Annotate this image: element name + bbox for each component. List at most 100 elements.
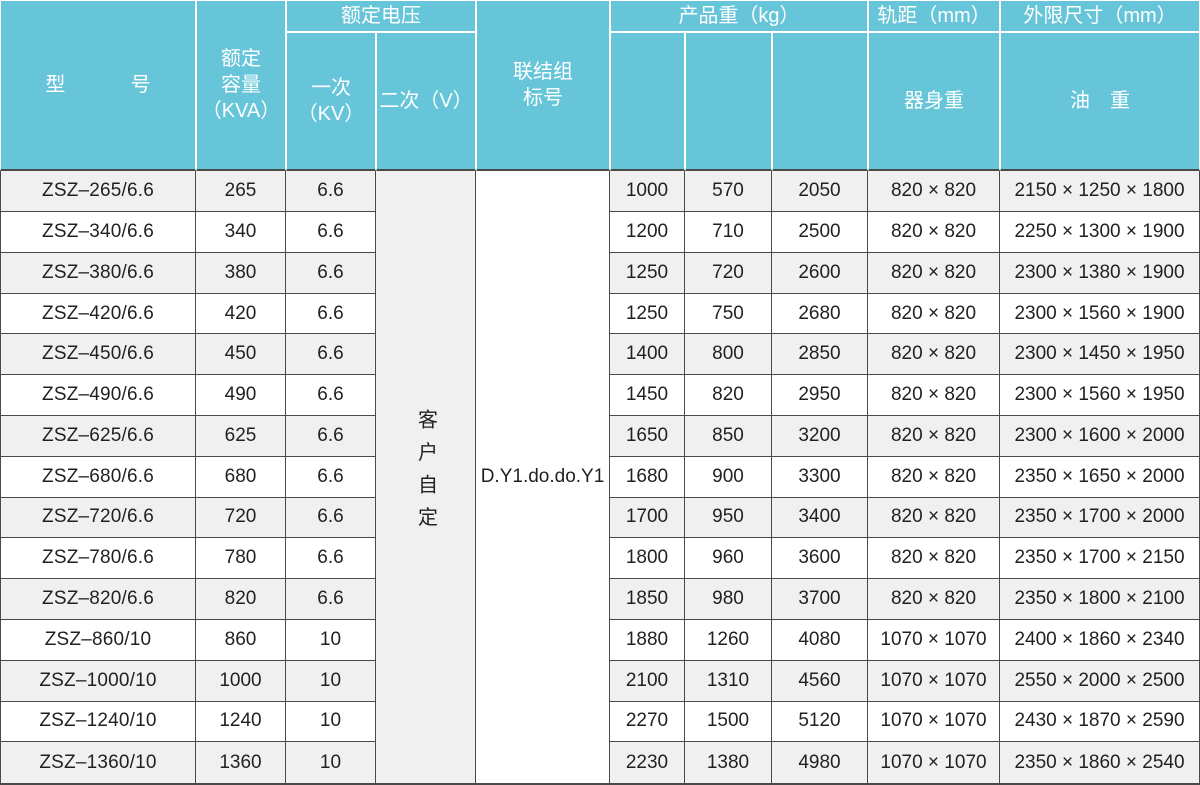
cell-model: ZSZ–490/6.6: [0, 375, 196, 417]
cell-model: ZSZ–340/6.6: [0, 212, 196, 253]
cell-body-weight: 2100: [610, 660, 685, 702]
cell-body-weight: 1850: [610, 579, 685, 620]
cell-gauge: 820 × 820: [868, 456, 1000, 498]
cell-total-weight: 2850: [772, 334, 868, 376]
cell-oil-weight: 570: [685, 171, 772, 213]
cell-connection-group-merged: D.Y1.do.do.Y1: [476, 171, 610, 785]
cell-total-weight: 2600: [772, 252, 868, 294]
cell-capacity: 265: [196, 171, 286, 213]
cell-gauge: 820 × 820: [868, 375, 1000, 417]
col-header-weight-spacer-2: [685, 32, 772, 172]
cell-dimensions: 2300 × 1450 × 1950: [1000, 334, 1200, 376]
cell-total-weight: 2680: [772, 293, 868, 335]
table-row: ZSZ–420/6.6 420 6.6 1250 750 2680 820 × 820 230…: [0, 293, 1200, 335]
cell-gauge: 820 × 820: [868, 416, 1000, 457]
table-row: ZSZ–780/6.6 780 6.6 1800 960 3600 820 × 820 235…: [0, 538, 1200, 580]
cell-dimensions: 2400 × 1860 × 2340: [1000, 619, 1200, 661]
cell-dimensions: 2430 × 1870 × 2590: [1000, 701, 1200, 743]
col-header-primary-voltage-line1: 一次: [311, 76, 351, 99]
cell-oil-weight: 850: [685, 416, 772, 457]
cell-dimensions: 2350 × 1650 × 2000: [1000, 456, 1200, 498]
cell-capacity: 420: [196, 293, 286, 335]
cell-capacity: 625: [196, 416, 286, 457]
col-header-oil-weight-label: 油 重: [1070, 90, 1130, 113]
table-row: ZSZ–860/10 860 10 1880 1260 4080 1070 × 1070 24…: [0, 619, 1200, 661]
cell-gauge: 820 × 820: [868, 538, 1000, 580]
cell-body-weight: 1680: [610, 456, 685, 498]
cell-body-weight: 1000: [610, 171, 685, 213]
col-header-connection-group: 联结组 标号: [476, 0, 610, 172]
cell-capacity: 1360: [196, 742, 286, 785]
cell-body-weight: 2270: [610, 701, 685, 743]
cell-capacity: 820: [196, 579, 286, 620]
cell-model: ZSZ–1240/10: [0, 701, 196, 743]
cell-capacity: 1240: [196, 701, 286, 743]
cell-dimensions: 2350 × 1700 × 2000: [1000, 497, 1200, 539]
cell-oil-weight: 820: [685, 375, 772, 417]
cell-primary-voltage: 6.6: [286, 252, 376, 294]
col-header-dimensions-group: 外限尺寸（mm）: [1000, 0, 1200, 33]
cell-total-weight: 5120: [772, 701, 868, 743]
col-header-body-weight: 器身重: [868, 32, 1000, 172]
cell-oil-weight: 710: [685, 212, 772, 253]
cell-oil-weight: 1260: [685, 619, 772, 661]
cell-body-weight: 1880: [610, 619, 685, 661]
col-header-capacity-line3: （KVA）: [201, 100, 281, 123]
cell-model: ZSZ–625/6.6: [0, 416, 196, 457]
cell-total-weight: 2500: [772, 212, 868, 253]
cell-model: ZSZ–380/6.6: [0, 252, 196, 294]
table-row: ZSZ–265/6.6 265 6.6 客户自定 D.Y1.do.do.Y1 1000 57…: [0, 171, 1200, 785]
col-header-capacity: 额定 容量 （KVA）: [196, 0, 286, 172]
col-header-oil-weight: 油 重: [1000, 32, 1200, 172]
table-header: 型 号 额定 容量 （KVA） 额定电压 联结组 标号 产品重（kg） 轨距（m…: [0, 0, 1200, 172]
table-row: ZSZ–450/6.6 450 6.6 1400 800 2850 820 × 820 230…: [0, 334, 1200, 376]
col-header-gauge-group: 轨距（mm）: [868, 0, 1000, 33]
cell-gauge: 1070 × 1070: [868, 660, 1000, 702]
cell-gauge: 820 × 820: [868, 293, 1000, 335]
col-header-product-weight-label: 产品重（kg）: [678, 5, 800, 27]
cell-oil-weight: 950: [685, 497, 772, 539]
cell-total-weight: 4080: [772, 619, 868, 661]
header-row-top: 型 号 额定 容量 （KVA） 额定电压 联结组 标号 产品重（kg） 轨距（m…: [0, 0, 1200, 172]
cell-model: ZSZ–820/6.6: [0, 579, 196, 620]
cell-primary-voltage: 10: [286, 660, 376, 702]
col-header-model: 型 号: [0, 0, 196, 172]
col-header-primary-voltage-line2: （KV）: [297, 103, 365, 126]
cell-oil-weight: 980: [685, 579, 772, 620]
cell-gauge: 1070 × 1070: [868, 742, 1000, 785]
col-header-weight-spacer-1: [610, 32, 685, 172]
table-row: ZSZ–720/6.6 720 6.6 1700 950 3400 820 × 820 235…: [0, 497, 1200, 539]
cell-primary-voltage: 6.6: [286, 293, 376, 335]
cell-primary-voltage: 10: [286, 701, 376, 743]
cell-gauge: 820 × 820: [868, 334, 1000, 376]
cell-oil-weight: 960: [685, 538, 772, 580]
connection-group-value: D.Y1.do.do.Y1: [480, 466, 605, 488]
cell-primary-voltage: 6.6: [286, 171, 376, 213]
cell-total-weight: 3300: [772, 456, 868, 498]
cell-oil-weight: 750: [685, 293, 772, 335]
cell-dimensions: 2350 × 1860 × 2540: [1000, 742, 1200, 785]
cell-oil-weight: 1380: [685, 742, 772, 785]
cell-primary-voltage: 6.6: [286, 497, 376, 539]
table-row: ZSZ–1360/10 1360 10 2230 1380 4980 1070 × 1070…: [0, 742, 1200, 785]
cell-primary-voltage: 6.6: [286, 456, 376, 498]
table-row: ZSZ–380/6.6 380 6.6 1250 720 2600 820 × 820 230…: [0, 252, 1200, 294]
cell-model: ZSZ–720/6.6: [0, 497, 196, 539]
col-header-connection-group-line1: 联结组: [513, 60, 573, 83]
cell-primary-voltage: 6.6: [286, 579, 376, 620]
cell-primary-voltage: 6.6: [286, 538, 376, 580]
cell-oil-weight: 1310: [685, 660, 772, 702]
cell-oil-weight: 900: [685, 456, 772, 498]
table-row: ZSZ–820/6.6 820 6.6 1850 980 3700 820 × 820 235…: [0, 579, 1200, 620]
cell-body-weight: 1700: [610, 497, 685, 539]
cell-total-weight: 3700: [772, 579, 868, 620]
cell-capacity: 780: [196, 538, 286, 580]
header-row-sub: 器身重 油 重 总 重 横向×纵向 长×宽×高: [0, 32, 1200, 172]
cell-dimensions: 2350 × 1700 × 2150: [1000, 538, 1200, 580]
cell-dimensions: 2300 × 1600 × 2000: [1000, 416, 1200, 457]
secondary-voltage-vertical-text: 客户自定: [414, 409, 437, 539]
cell-dimensions: 2150 × 1250 × 1800: [1000, 171, 1200, 213]
cell-dimensions: 2550 × 2000 × 2500: [1000, 660, 1200, 702]
cell-primary-voltage: 6.6: [286, 375, 376, 417]
